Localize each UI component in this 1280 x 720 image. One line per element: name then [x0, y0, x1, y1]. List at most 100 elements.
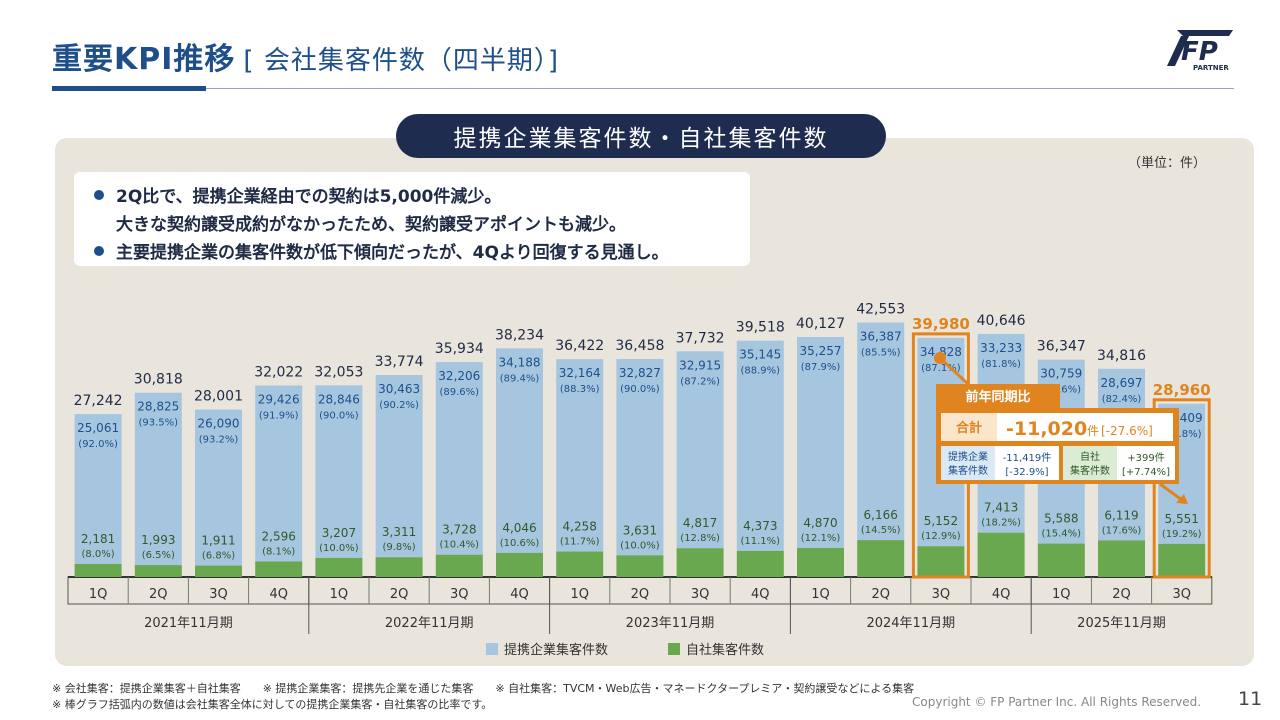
notes-box: 2Q比で、提携企業経由での契約は5,000件減少。 大きな契約譲受成約がなかった… — [74, 172, 750, 266]
own-value-label: 2,181 — [81, 532, 115, 546]
partner-value-label: 26,090 — [198, 417, 240, 431]
own-value-label: 3,207 — [322, 526, 356, 540]
total-label: 28,960 — [1153, 381, 1211, 399]
own-sub-label-box — [1063, 446, 1117, 480]
own-value-label: 3,728 — [442, 523, 476, 537]
category-tick-label: 2Q — [149, 587, 168, 602]
partner-value-label: 32,827 — [619, 366, 661, 380]
partner-value-label: 33,233 — [980, 341, 1022, 355]
own-pct-label: (12.1%) — [801, 533, 841, 544]
total-value-box — [997, 413, 1173, 441]
partner-pct-label: (92.0%) — [78, 439, 118, 450]
total-label: 37,732 — [676, 330, 725, 346]
callout-dot — [934, 352, 946, 364]
yoy-header — [936, 384, 1060, 408]
category-tick-label: 1Q — [811, 587, 830, 602]
partner-pct-label: (93.2%) — [199, 435, 239, 446]
copyright: Copyright © FP Partner Inc. All Rights R… — [912, 695, 1202, 709]
bar-own — [1158, 543, 1206, 577]
legend-label-own: 自社集客件数 — [686, 642, 764, 658]
note-1-cont: 大きな契約譲受成約がなかったため、契約譲受アポイントも減少。 — [116, 215, 626, 235]
partner-pct-label: (90.0%) — [319, 410, 359, 421]
panel-title: 提携企業集客件数・自社集客件数 — [396, 114, 886, 158]
legend-swatch-partner — [486, 643, 498, 655]
own-value-label: 6,119 — [1104, 508, 1138, 522]
year-group-label: 2024年11月期 — [866, 616, 955, 631]
own-pct-label: (11.7%) — [560, 537, 600, 548]
footnote-1: ※ 会社集客：提携企業集客＋自社集客 ※ 提携企業集客：提携先企業を通じた集客 … — [52, 682, 915, 695]
own-value-label: 4,258 — [563, 520, 597, 534]
partner-value-label: 32,206 — [438, 369, 480, 383]
own-pct-label: (18.2%) — [981, 518, 1021, 529]
partner-pct-label: (84.6%) — [1042, 385, 1082, 396]
own-pct-label: (8.1%) — [262, 546, 295, 557]
own-value-label: 1,911 — [201, 534, 235, 548]
partner-pct-label: (82.4%) — [1102, 394, 1142, 405]
partner-pct-label: (85.5%) — [861, 347, 901, 358]
partner-pct-label: (80.8%) — [1162, 429, 1202, 440]
note-1: 2Q比で、提携企業経由での契約は5,000件減少。 — [94, 182, 501, 207]
total-label: 34,816 — [1097, 348, 1146, 364]
callout-arrow-head-icon — [1176, 494, 1188, 504]
partner-value-label: 25,061 — [77, 421, 119, 435]
own-pct-label: (8.0%) — [81, 549, 114, 560]
own-sub-value-box — [1117, 446, 1175, 480]
partner-pct-label: (88.9%) — [741, 366, 781, 377]
own-value-label: 3,631 — [623, 523, 657, 537]
bar-partner — [195, 409, 242, 566]
own-pct-label: (10.0%) — [620, 540, 660, 551]
total-label: 39,518 — [736, 320, 785, 336]
own-value-label: 7,413 — [984, 501, 1018, 515]
logo-text: FP — [1181, 37, 1218, 67]
partner-pct-label: (91.9%) — [259, 410, 299, 421]
category-tick-label: 4Q — [269, 587, 288, 602]
own-value-label: 4,046 — [502, 521, 536, 535]
bar-partner — [616, 358, 664, 556]
callout-arrow-line — [1159, 482, 1183, 502]
own-pct-label: (15.4%) — [1042, 529, 1082, 540]
total-label: 38,234 — [495, 327, 544, 343]
total-label: 28,001 — [194, 389, 243, 405]
bar-own — [917, 546, 965, 577]
bar-own — [375, 557, 423, 577]
bar-own — [134, 565, 182, 577]
yoy-partner-pct: [-32.9%] — [1005, 467, 1048, 478]
own-value-label: 1,993 — [141, 533, 175, 547]
bar-partner — [857, 322, 905, 541]
own-pct-label: (9.8%) — [382, 542, 415, 553]
total-label: 33,774 — [375, 354, 424, 370]
bar-own — [1037, 543, 1085, 577]
partner-pct-label: (87.9%) — [801, 362, 841, 373]
own-pct-label: (10.6%) — [500, 538, 540, 549]
bullet-icon — [94, 246, 104, 256]
partner-value-label: 36,387 — [860, 329, 902, 343]
legend-swatch-own — [668, 643, 680, 655]
bar-own — [74, 563, 122, 577]
total-label: 39,980 — [912, 315, 970, 333]
category-tick-label: 3Q — [450, 587, 469, 602]
partner-sub-value-box — [995, 446, 1059, 480]
yoy-own-label-1: 自社 — [1080, 450, 1100, 463]
yoy-title: 前年同期比 — [965, 389, 1030, 405]
legend-label-partner: 提携企業集客件数 — [504, 642, 608, 658]
bar-partner — [74, 414, 122, 564]
own-value-label: 4,817 — [683, 516, 717, 530]
yoy-total-value: -11,020 — [1006, 418, 1087, 440]
own-value-label: 3,311 — [382, 525, 416, 539]
page-subtitle: [ 会社集客件数（四半期）] — [243, 46, 559, 76]
partner-pct-label: (87.1%) — [921, 363, 961, 374]
total-label: 32,022 — [254, 364, 303, 380]
partner-pct-label: (89.4%) — [500, 373, 540, 384]
partner-pct-label: (89.6%) — [440, 387, 480, 398]
bar-partner — [797, 337, 844, 548]
total-label-box — [941, 413, 997, 441]
own-value-label: 2,596 — [262, 529, 296, 543]
total-label: 42,553 — [856, 301, 905, 317]
own-pct-label: (14.5%) — [861, 525, 901, 536]
yoy-own-label-2: 集客件数 — [1070, 464, 1110, 477]
partner-value-label: 28,697 — [1101, 376, 1143, 390]
year-group-label: 2021年11月期 — [144, 616, 233, 631]
company-logo: FP PARTNER — [1167, 30, 1233, 72]
yoy-total-label: 合計 — [956, 420, 982, 436]
